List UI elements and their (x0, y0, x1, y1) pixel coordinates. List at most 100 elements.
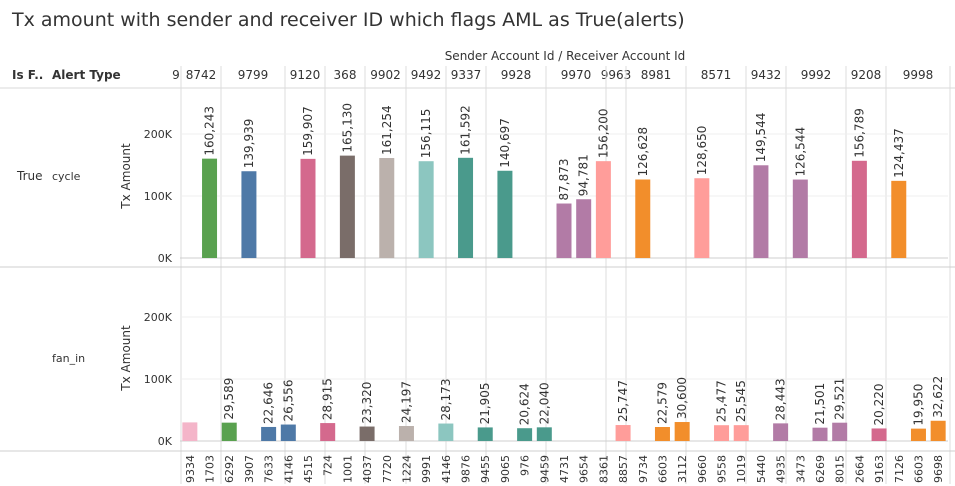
receiver-label: 9163 (873, 455, 886, 483)
receiver-label: 9698 (932, 455, 945, 483)
receiver-label: 9455 (479, 455, 492, 483)
y-tick-label: 100K (144, 373, 173, 386)
sender-label: 9998 (903, 68, 934, 82)
receiver-label: 4146 (440, 455, 453, 483)
y-tick-label: 200K (144, 128, 173, 141)
data-label: 20,624 (518, 383, 532, 425)
sender-label: 9963 (601, 68, 632, 82)
receiver-label: 4515 (302, 455, 315, 483)
bar (339, 155, 355, 258)
data-label: 126,544 (793, 127, 807, 177)
receiver-label: 5440 (755, 455, 768, 483)
bar (497, 170, 513, 258)
y-axis-title: Tx Amount (119, 143, 133, 210)
data-label: 156,789 (852, 108, 866, 158)
receiver-label: 9459 (538, 455, 551, 483)
bar (320, 423, 336, 441)
bar (635, 179, 651, 258)
data-label: 29,589 (222, 378, 236, 420)
bar (910, 428, 926, 441)
bar (359, 426, 375, 441)
data-label: 21,905 (478, 382, 492, 424)
bar (733, 425, 749, 441)
receiver-label: 3473 (794, 455, 807, 483)
bar (792, 179, 808, 258)
data-label: 28,443 (774, 378, 788, 420)
data-label: 21,501 (813, 383, 827, 425)
receiver-label: 9876 (460, 455, 473, 483)
sender-label: 9337 (451, 68, 482, 82)
bar (714, 425, 730, 441)
bar (418, 161, 434, 258)
receiver-label: 1001 (341, 455, 354, 483)
data-label: 28,173 (439, 379, 453, 421)
sender-label: 8742 (186, 68, 217, 82)
data-label: 140,697 (498, 118, 512, 168)
y-tick-label: 0K (158, 435, 173, 448)
data-label: 29,521 (833, 378, 847, 420)
data-label: 23,320 (360, 382, 374, 424)
data-label: 19,950 (911, 384, 925, 426)
bar (694, 178, 710, 258)
receiver-label: 9654 (578, 455, 591, 483)
data-label: 25,545 (734, 380, 748, 422)
receiver-label: 8857 (617, 455, 630, 483)
is-flagged-value: True (16, 169, 43, 183)
receiver-label: 8361 (597, 455, 610, 483)
receiver-label: 9734 (637, 455, 650, 483)
sender-label: 9799 (238, 68, 269, 82)
sender-label: 9208 (851, 68, 882, 82)
data-label: 22,040 (537, 382, 551, 424)
bar (832, 422, 848, 441)
data-label: 25,747 (616, 380, 630, 422)
receiver-label: 7126 (893, 455, 906, 483)
receiver-label: 1019 (735, 455, 748, 483)
receiver-label: 724 (322, 455, 335, 476)
receiver-label: 1224 (400, 455, 413, 483)
bar (851, 160, 867, 258)
y-tick-label: 0K (158, 252, 173, 265)
bar (221, 422, 237, 441)
bar (261, 426, 277, 441)
data-label: 94,781 (577, 154, 591, 196)
column-header: Sender Account Id / Receiver Account Id (445, 49, 686, 63)
sender-label: 8981 (641, 68, 672, 82)
receiver-label: 2664 (853, 455, 866, 483)
receiver-label: 976 (519, 455, 532, 476)
receiver-label: 7720 (381, 455, 394, 483)
receiver-label: 9334 (184, 455, 197, 483)
y-tick-label: 100K (144, 190, 173, 203)
data-label: 28,915 (321, 378, 335, 420)
bar (458, 157, 474, 258)
data-label: 87,873 (557, 159, 571, 201)
bar (182, 422, 198, 441)
bar (477, 427, 493, 441)
receiver-label: 9660 (696, 455, 709, 483)
sender-label: 9492 (411, 68, 442, 82)
y-tick-label: 200K (144, 311, 173, 324)
data-label: 161,254 (380, 105, 394, 155)
receiver-label: 4935 (775, 455, 788, 483)
bar (891, 180, 907, 258)
data-label: 24,197 (399, 381, 413, 423)
sender-label: 368 (334, 68, 357, 82)
bar (674, 422, 690, 441)
data-label: 126,628 (636, 127, 650, 177)
sender-label: 9970 (561, 68, 592, 82)
bar (930, 420, 946, 441)
data-label: 156,200 (596, 109, 610, 159)
bar (595, 161, 611, 258)
data-label: 165,130 (340, 103, 354, 153)
receiver-label: 3907 (243, 455, 256, 483)
bar (556, 203, 572, 258)
receiver-label: 6292 (223, 455, 236, 483)
bar (654, 427, 670, 441)
receiver-label: 6603 (912, 455, 925, 483)
sender-label: 9120 (290, 68, 321, 82)
sender-label: 9432 (751, 68, 782, 82)
data-label: 156,115 (419, 109, 433, 159)
chart-title: Tx amount with sender and receiver ID wh… (12, 9, 685, 31)
receiver-label: 4731 (558, 455, 571, 483)
data-label: 30,600 (675, 377, 689, 419)
